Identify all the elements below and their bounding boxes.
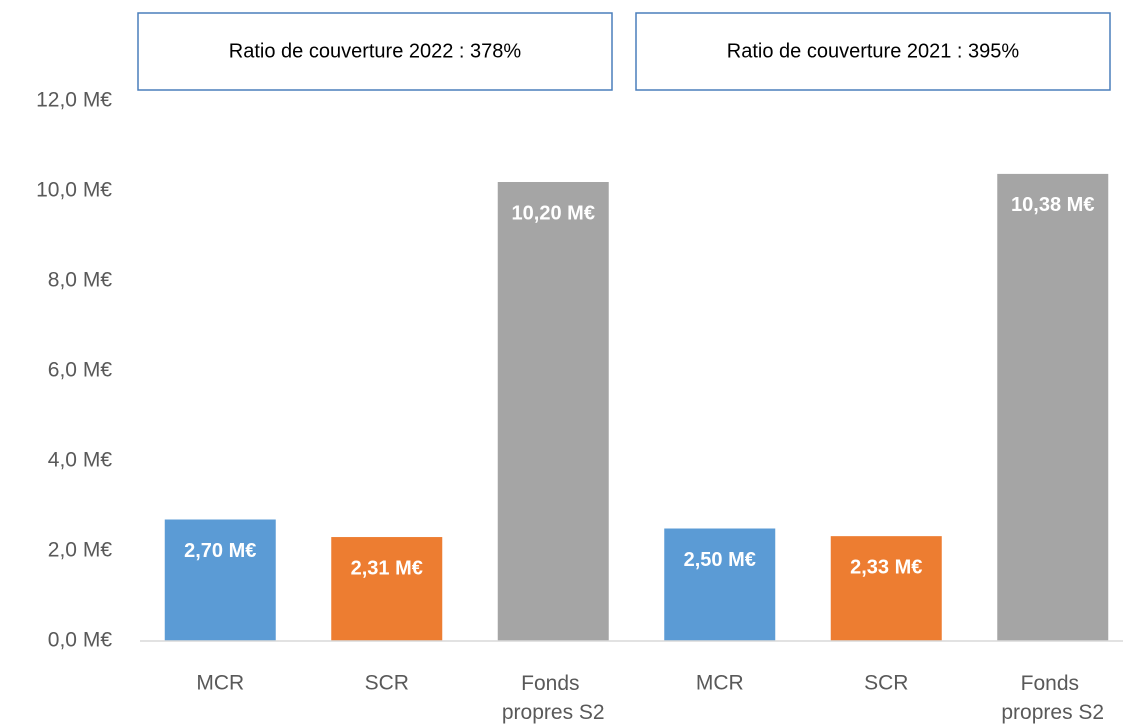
annotation-box: [137, 12, 613, 91]
x-tick-label: SCR: [864, 672, 908, 695]
bar: [664, 528, 776, 641]
y-tick-label: 12,0 M€: [36, 89, 112, 112]
data-label: 2,50 M€: [684, 549, 756, 571]
data-label: 2,31 M€: [351, 557, 423, 579]
bar: [497, 182, 609, 641]
data-label: 10,20 M€: [512, 202, 595, 224]
annotation-box: [635, 12, 1111, 91]
y-tick-label: 6,0 M€: [48, 359, 113, 382]
bar: [997, 173, 1109, 641]
y-tick-label: 4,0 M€: [48, 449, 113, 472]
bar: [331, 537, 443, 641]
annotation: Ratio de couverture 2021 : 395%: [727, 40, 1020, 62]
data-label: 10,38 M€: [1011, 194, 1094, 216]
y-tick-label: 0,0 M€: [48, 629, 113, 652]
bar: [830, 536, 942, 641]
x-tick-label: Fonds propres S2: [1001, 672, 1104, 724]
x-tick-label: MCR: [696, 672, 744, 695]
bar: [164, 519, 276, 641]
y-tick-label: 2,0 M€: [48, 539, 113, 562]
x-tick-label: Fonds propres S2: [502, 672, 605, 724]
y-tick-label: 10,0 M€: [36, 179, 112, 202]
data-label: 2,70 M€: [184, 540, 256, 562]
y-tick-label: 8,0 M€: [48, 269, 113, 292]
x-tick-label: MCR: [196, 672, 244, 695]
data-label: 2,33 M€: [850, 556, 922, 578]
x-tick-label: SCR: [365, 672, 409, 695]
annotation: Ratio de couverture 2022 : 378%: [229, 40, 522, 62]
